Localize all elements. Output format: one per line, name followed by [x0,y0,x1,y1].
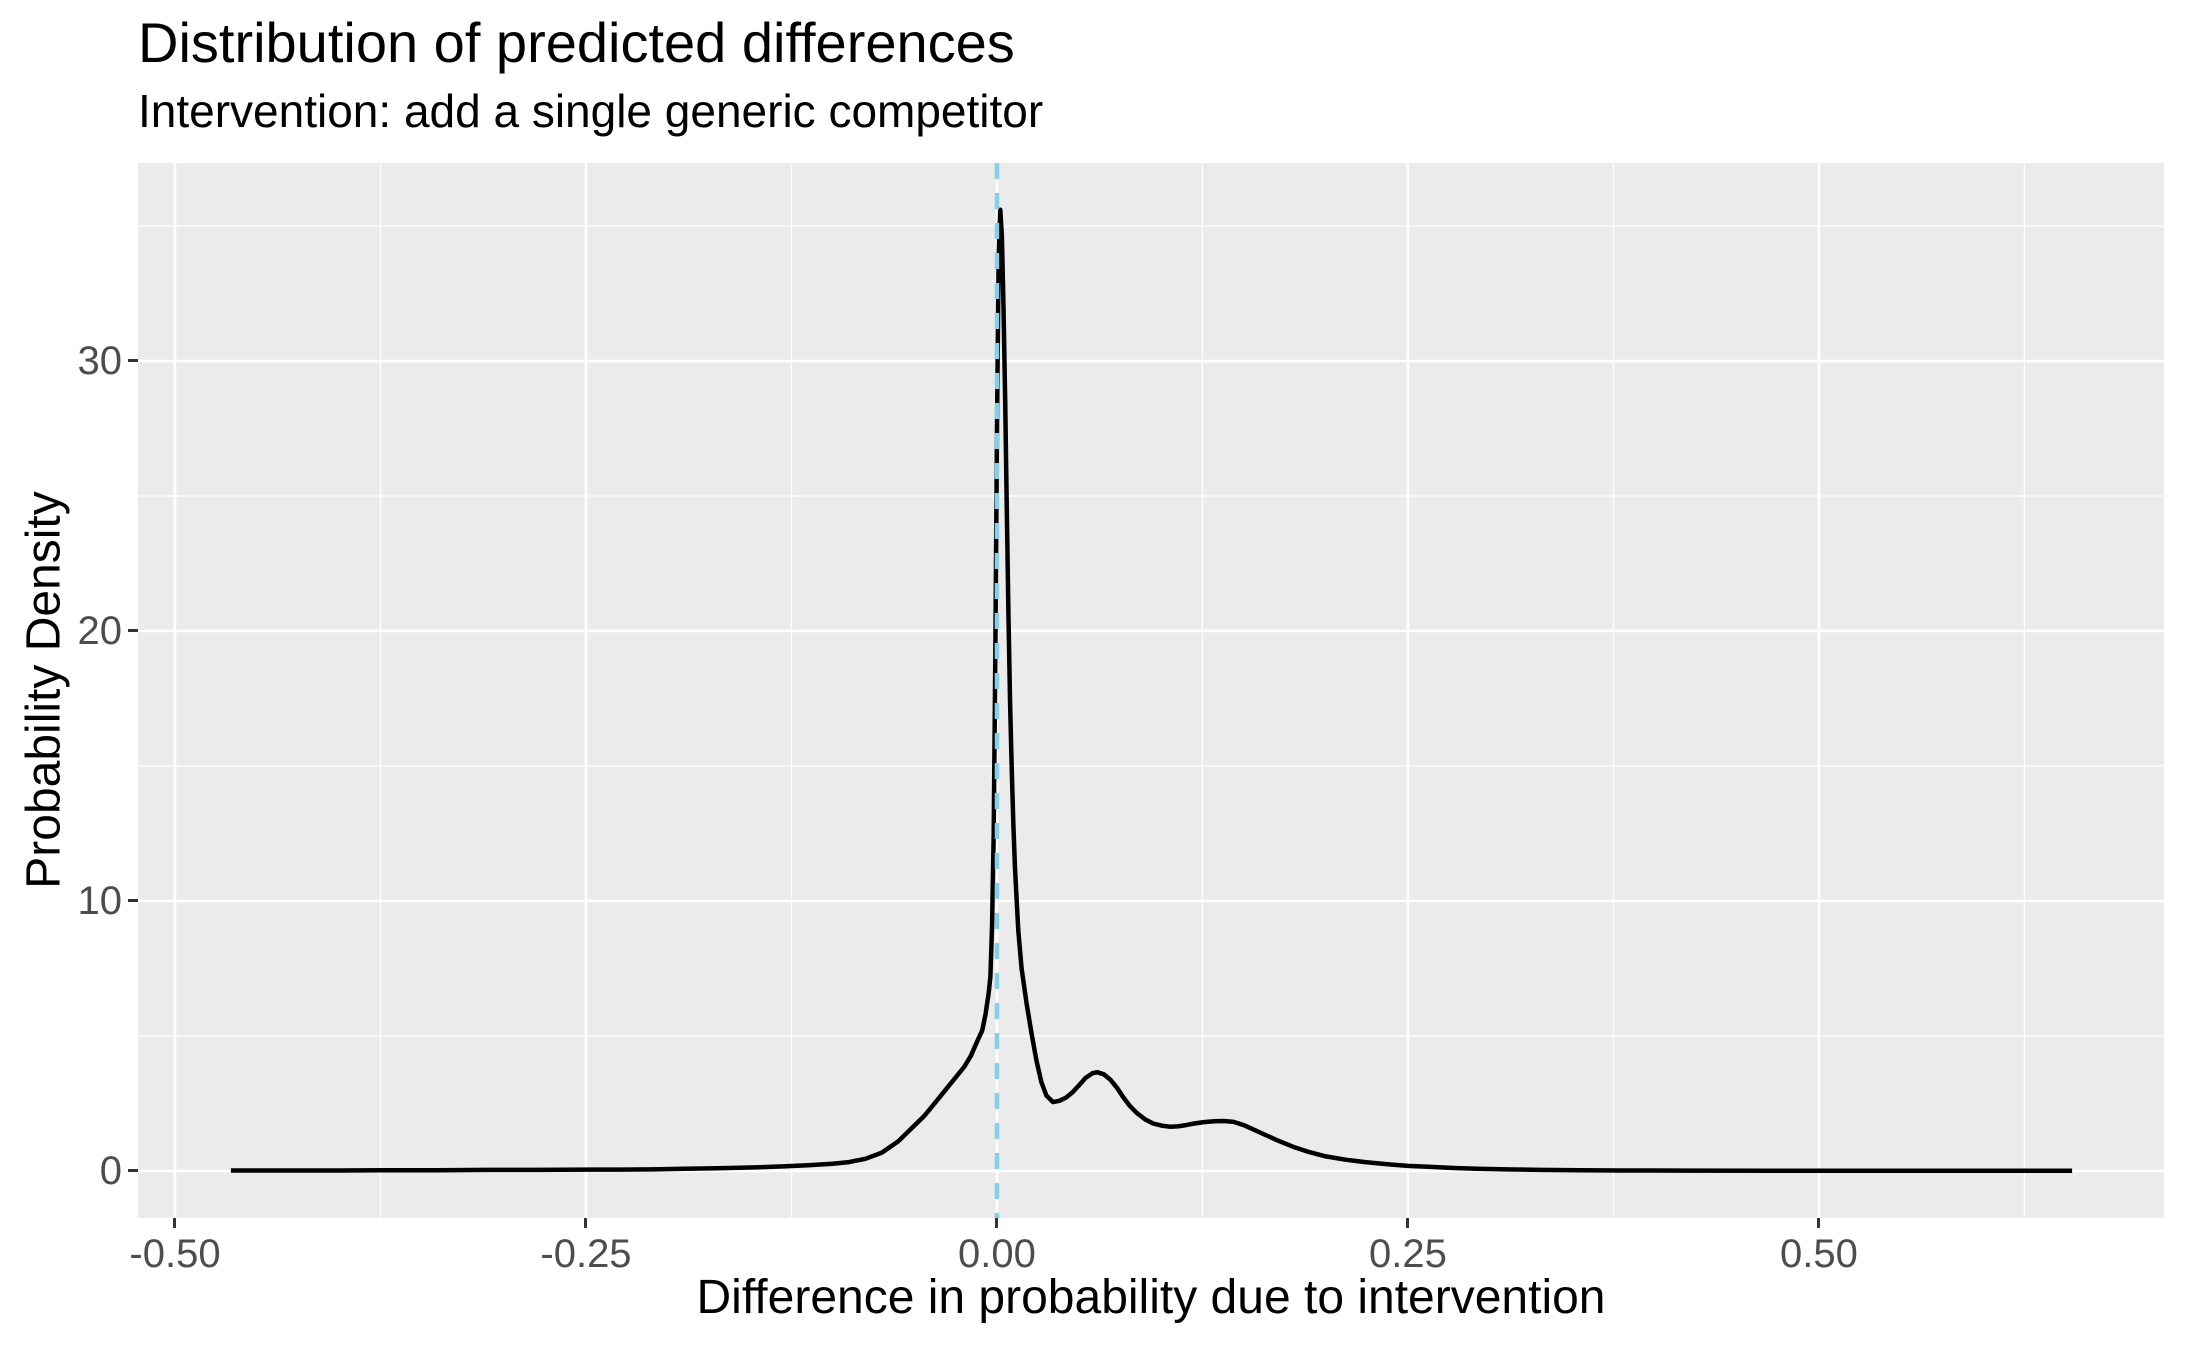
x-axis-title: Difference in probability due to interve… [696,1271,1606,1324]
plot-title: Distribution of predicted differences [138,11,1015,74]
x-tick-mark [584,1218,588,1228]
x-tick-label: -0.50 [129,1232,221,1276]
plot-canvas [138,163,2164,1218]
y-tick-label: 10 [77,878,123,923]
plot-panel [138,163,2164,1218]
plot-subtitle: Intervention: add a single generic compe… [138,85,1044,137]
x-tick-mark [173,1218,177,1228]
y-tick-label: 20 [77,608,123,653]
y-tick-mark [128,899,138,903]
y-tick-mark [128,1169,138,1173]
x-tick-label: -0.25 [540,1232,632,1276]
y-axis-title: Probability Density [17,491,71,889]
x-tick-mark [1817,1218,1821,1228]
y-tick-mark [128,359,138,363]
x-tick-mark [1406,1218,1410,1228]
density-curve [230,207,2073,1173]
y-tick-mark [128,629,138,633]
x-tick-label: 0.00 [958,1232,1036,1276]
x-tick-label: 0.50 [1779,1232,1858,1276]
x-tick-mark [995,1218,999,1228]
y-tick-label: 0 [99,1148,122,1193]
y-tick-label: 30 [77,338,123,383]
x-tick-label: 0.25 [1369,1232,1447,1276]
